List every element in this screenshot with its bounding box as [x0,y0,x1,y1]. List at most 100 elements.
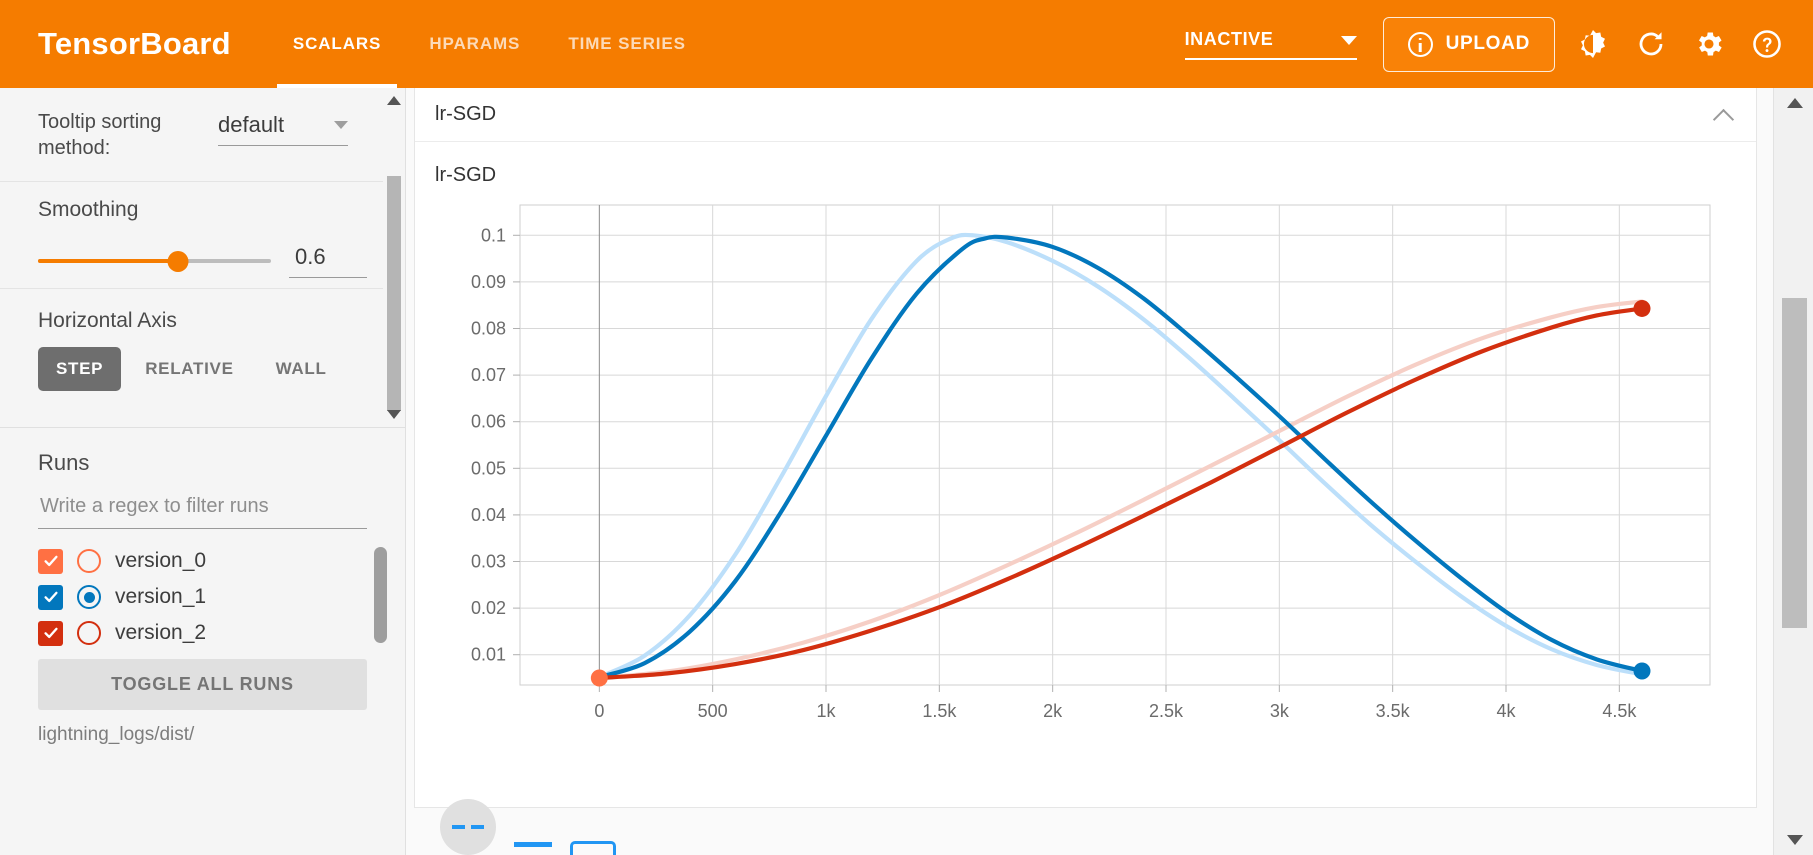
horizontal-axis-options: STEP RELATIVE WALL [0,333,405,411]
horizontal-axis-label: Horizontal Axis [38,309,177,333]
svg-text:0.05: 0.05 [471,458,506,478]
scrollbar-thumb[interactable] [387,176,401,411]
svg-text:0: 0 [594,701,604,721]
svg-text:0.08: 0.08 [471,318,506,338]
scalar-card: lr-SGD lr-SGD 0.01 0.02 0.03 0.04 0.05 0.06 0.… [414,88,1757,808]
scalar-card-title: lr-SGD [435,103,497,125]
svg-text:0.09: 0.09 [471,272,506,292]
scroll-up-arrow-icon[interactable] [387,96,401,105]
svg-text:4k: 4k [1496,701,1516,721]
tooltip-sorting-dropdown[interactable]: default [218,112,348,146]
runs-pane: Runs version_0 [0,428,405,746]
run-radio-version-2[interactable] [77,621,101,645]
slider-fill [38,259,178,264]
settings-pane: Tooltip sorting method: default Smoothin… [0,88,405,428]
run-radio-version-0[interactable] [77,549,101,573]
divider [0,181,405,183]
expand-icon [452,825,484,829]
svg-text:0.1: 0.1 [481,225,506,245]
runs-filter-input[interactable] [38,494,367,519]
app-brand: TensorBoard [38,26,231,61]
smoothing-label: Smoothing [38,198,139,222]
main-content: lr-SGD lr-SGD 0.01 0.02 0.03 0.04 0.05 0.06 0.… [406,88,1773,855]
axis-option-step[interactable]: STEP [38,347,122,392]
run-label-version-0: version_0 [115,549,207,572]
run-checkbox-version-1[interactable] [38,584,63,610]
svg-text:4.5k: 4.5k [1602,701,1637,721]
svg-text:2k: 2k [1043,701,1063,721]
header-icon-group [1577,28,1783,60]
runs-filter [38,494,367,529]
smoothing-row: 0.6 [0,222,405,288]
tab-hparams[interactable]: HPARAMS [429,34,521,53]
chart-svg[interactable]: 0.01 0.02 0.03 0.04 0.05 0.06 0.07 0.08 0.09 0.1 0… [415,187,1735,787]
status-dropdown[interactable]: INACTIVE [1184,28,1357,60]
run-checkbox-version-0[interactable] [38,548,63,574]
refresh-icon[interactable] [1635,28,1667,60]
app-header: TensorBoard SCALARS HPARAMS TIME SERIES … [0,0,1813,88]
tooltip-sorting-row: Tooltip sorting method: default [0,88,405,181]
run-item-version-2[interactable]: version_2 [38,615,367,651]
settings-scrollbar[interactable] [383,88,405,427]
chart-fullscreen-button[interactable] [440,799,496,855]
toggle-all-runs-button[interactable]: TOGGLE ALL RUNS [38,659,367,710]
tooltip-sorting-value: default [218,112,285,137]
chevron-down-icon [1340,35,1357,45]
upload-button-label: UPLOAD [1445,33,1530,54]
log-directory-path: lightning_logs/dist/ [38,724,195,745]
scroll-down-arrow-icon[interactable] [387,410,401,419]
sidebar: Tooltip sorting method: default Smoothin… [0,88,406,855]
settings-gear-icon[interactable] [1693,28,1725,60]
chart-data-table-button[interactable] [570,841,616,855]
runs-list: version_0 version_1 versio [0,543,405,651]
svg-text:0.01: 0.01 [471,645,506,665]
run-label-version-1: version_1 [115,585,207,608]
brightness-icon[interactable] [1577,28,1609,60]
smoothing-slider[interactable] [38,250,271,272]
svg-text:500: 500 [698,701,728,721]
chart-bottom-controls [440,799,616,855]
runs-scrollbar-thumb[interactable] [374,547,387,643]
tab-time-series[interactable]: TIME SERIES [568,34,686,53]
run-item-version-1[interactable]: version_1 [38,579,367,615]
svg-text:3k: 3k [1270,701,1290,721]
tab-scalars[interactable]: SCALARS [269,0,405,88]
tooltip-sorting-label: Tooltip sorting method: [38,111,162,159]
chevron-down-icon [334,121,348,129]
smoothing-value-input[interactable]: 0.6 [289,244,367,279]
runs-label: Runs [38,450,90,475]
chart-pin-button[interactable] [514,842,552,847]
radio-dot [83,591,95,603]
slider-knob[interactable] [167,250,189,272]
run-item-version-0[interactable]: version_0 [38,543,367,579]
help-icon[interactable] [1751,28,1783,60]
svg-text:3.5k: 3.5k [1376,701,1411,721]
chart-title: lr-SGD [435,164,497,186]
chevron-up-icon[interactable] [1714,105,1734,125]
svg-text:0.02: 0.02 [471,598,506,618]
svg-text:0.06: 0.06 [471,412,506,432]
scalar-card-header: lr-SGD [415,88,1756,142]
page-scrollbar[interactable] [1773,88,1813,855]
divider [0,288,405,290]
svg-text:1.5k: 1.5k [922,701,957,721]
nav-tabs: SCALARS HPARAMS TIME SERIES [269,0,710,88]
svg-text:0.04: 0.04 [471,505,506,525]
run-label-version-2: version_2 [115,621,207,644]
scroll-up-arrow-icon[interactable] [1787,98,1803,108]
scroll-down-arrow-icon[interactable] [1787,835,1803,845]
svg-text:0.07: 0.07 [471,365,506,385]
info-icon [1407,31,1433,57]
svg-text:2.5k: 2.5k [1149,701,1184,721]
chart-plot-area[interactable]: 0.01 0.02 0.03 0.04 0.05 0.06 0.07 0.08 0.09 0.1 0… [415,187,1756,787]
svg-text:1k: 1k [816,701,836,721]
run-radio-version-1[interactable] [77,585,101,609]
axis-option-relative[interactable]: RELATIVE [145,359,234,379]
run-checkbox-version-2[interactable] [38,620,63,646]
page-scrollbar-thumb[interactable] [1782,298,1807,628]
status-dropdown-value: INACTIVE [1184,28,1274,49]
axis-option-wall[interactable]: WALL [275,359,327,379]
svg-text:0.03: 0.03 [471,552,506,572]
upload-button[interactable]: UPLOAD [1382,16,1555,72]
